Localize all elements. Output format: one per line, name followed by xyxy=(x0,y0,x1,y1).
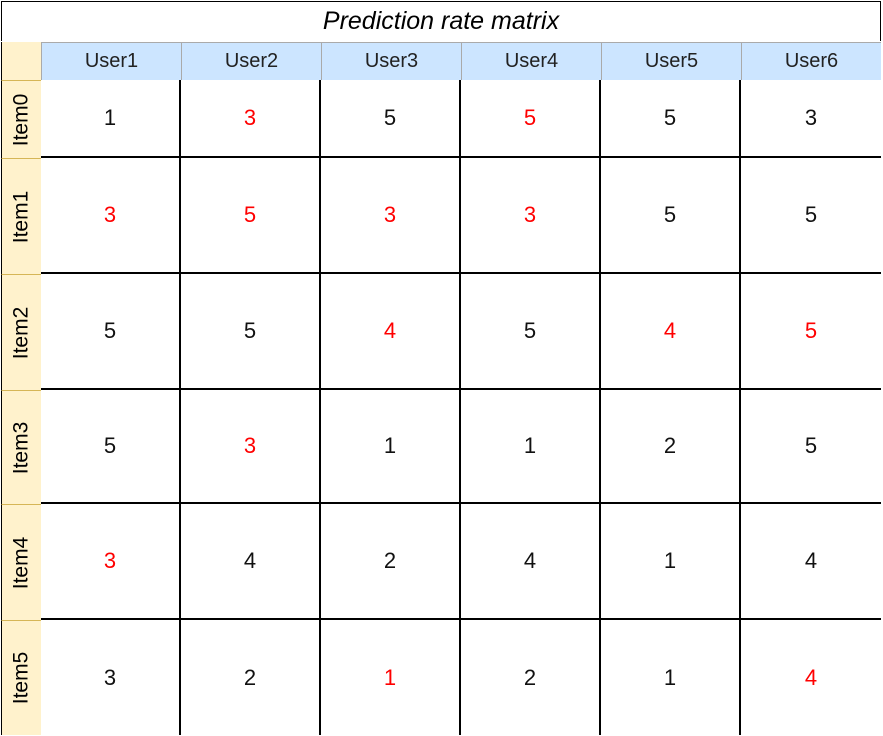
rating-cell-item3-user5: 2 xyxy=(601,390,741,504)
item-label: Item2 xyxy=(9,306,33,359)
item-header-3: Item3 xyxy=(1,390,41,504)
item-label: Item1 xyxy=(9,190,33,243)
rating-cell-item1-user4: 3 xyxy=(461,158,601,274)
corner-cell xyxy=(1,42,42,82)
item-header-5: Item5 xyxy=(1,620,41,735)
rating-cell-item5-user3: 1 xyxy=(321,620,461,735)
rating-cell-item2-user2: 5 xyxy=(181,274,321,390)
rating-cell-item4-user3: 2 xyxy=(321,504,461,620)
item-label: Item3 xyxy=(9,421,33,474)
user-header-1: User1 xyxy=(41,42,181,80)
rating-cell-item2-user6: 5 xyxy=(741,274,881,390)
user-header-5: User5 xyxy=(601,42,741,80)
user-header-2: User2 xyxy=(181,42,321,80)
rating-cell-item2-user4: 5 xyxy=(461,274,601,390)
rating-cell-item2-user3: 4 xyxy=(321,274,461,390)
rating-cell-item0-user2: 3 xyxy=(181,80,321,158)
item-header-2: Item2 xyxy=(1,274,41,390)
rating-cell-item0-user6: 3 xyxy=(741,80,881,158)
rating-cell-item0-user5: 5 xyxy=(601,80,741,158)
user-header-3: User3 xyxy=(321,42,461,80)
item-header-4: Item4 xyxy=(1,504,41,620)
matrix-title: Prediction rate matrix xyxy=(1,1,881,41)
rating-cell-item0-user4: 5 xyxy=(461,80,601,158)
rating-cell-item0-user3: 5 xyxy=(321,80,461,158)
item-header-0: Item0 xyxy=(1,80,41,158)
rating-cell-item3-user4: 1 xyxy=(461,390,601,504)
rating-cell-item5-user6: 4 xyxy=(741,620,881,735)
rating-cell-item5-user5: 1 xyxy=(601,620,741,735)
rating-cell-item4-user1: 3 xyxy=(41,504,181,620)
rating-cell-item2-user5: 4 xyxy=(601,274,741,390)
rating-cell-item2-user1: 5 xyxy=(41,274,181,390)
item-label: Item5 xyxy=(9,651,33,705)
rating-cell-item1-user3: 3 xyxy=(321,158,461,274)
item-label: Item4 xyxy=(9,536,33,589)
rating-cell-item5-user1: 3 xyxy=(41,620,181,735)
item-header-1: Item1 xyxy=(1,158,41,274)
rating-cell-item5-user2: 2 xyxy=(181,620,321,735)
rating-cell-item1-user1: 3 xyxy=(41,158,181,274)
rating-cell-item3-user1: 5 xyxy=(41,390,181,504)
rating-cell-item1-user2: 5 xyxy=(181,158,321,274)
item-label: Item0 xyxy=(9,93,33,146)
rating-cell-item1-user5: 5 xyxy=(601,158,741,274)
rating-cell-item4-user4: 4 xyxy=(461,504,601,620)
rating-cell-item3-user3: 1 xyxy=(321,390,461,504)
rating-cell-item4-user2: 4 xyxy=(181,504,321,620)
rating-cell-item4-user6: 4 xyxy=(741,504,881,620)
rating-cell-item3-user6: 5 xyxy=(741,390,881,504)
rating-cell-item1-user6: 5 xyxy=(741,158,881,274)
user-header-6: User6 xyxy=(741,42,881,80)
rating-cell-item5-user4: 2 xyxy=(461,620,601,735)
rating-cell-item0-user1: 1 xyxy=(41,80,181,158)
rating-cell-item4-user5: 1 xyxy=(601,504,741,620)
user-header-4: User4 xyxy=(461,42,601,80)
rating-cell-item3-user2: 3 xyxy=(181,390,321,504)
